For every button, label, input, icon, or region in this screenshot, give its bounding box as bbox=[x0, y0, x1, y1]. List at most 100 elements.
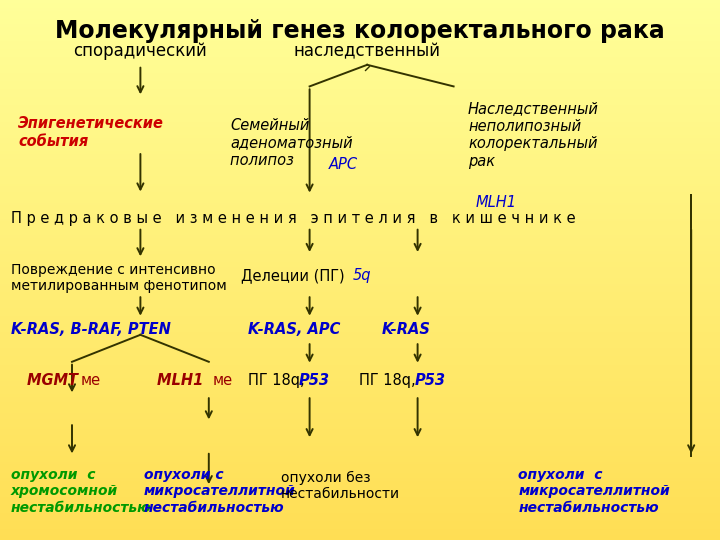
Bar bbox=[0, 248, 720, 251]
Bar bbox=[0, 205, 720, 208]
Bar bbox=[0, 46, 720, 49]
Bar bbox=[0, 146, 720, 148]
Bar bbox=[0, 162, 720, 165]
Bar bbox=[0, 278, 720, 281]
Text: спорадический: спорадический bbox=[73, 42, 207, 60]
Bar bbox=[0, 535, 720, 537]
Bar bbox=[0, 35, 720, 38]
Bar bbox=[0, 508, 720, 510]
Bar bbox=[0, 68, 720, 70]
Text: опухоли без
нестабильности: опухоли без нестабильности bbox=[281, 471, 400, 501]
Bar bbox=[0, 273, 720, 275]
Bar bbox=[0, 338, 720, 340]
Bar bbox=[0, 170, 720, 173]
Bar bbox=[0, 289, 720, 292]
Bar bbox=[0, 275, 720, 278]
Text: Наследственный
неполипозный
колоректальный
рак: Наследственный неполипозный колоректальн… bbox=[468, 102, 599, 168]
Bar bbox=[0, 135, 720, 138]
Bar bbox=[0, 378, 720, 381]
Bar bbox=[0, 143, 720, 146]
Bar bbox=[0, 383, 720, 386]
Bar bbox=[0, 254, 720, 256]
Bar bbox=[0, 526, 720, 529]
Bar bbox=[0, 116, 720, 119]
Bar bbox=[0, 184, 720, 186]
Bar bbox=[0, 240, 720, 243]
Bar bbox=[0, 5, 720, 8]
Bar bbox=[0, 57, 720, 59]
Bar bbox=[0, 94, 720, 97]
Bar bbox=[0, 24, 720, 27]
Bar bbox=[0, 410, 720, 413]
Text: П р е д р а к о в ы е   и з м е н е н и я   э п и т е л и я   в   к и ш е ч н и : П р е д р а к о в ы е и з м е н е н и я … bbox=[11, 211, 575, 226]
Bar bbox=[0, 448, 720, 451]
Bar bbox=[0, 103, 720, 105]
Bar bbox=[0, 165, 720, 167]
Bar bbox=[0, 167, 720, 170]
Bar bbox=[0, 335, 720, 338]
Bar bbox=[0, 194, 720, 197]
Bar bbox=[0, 186, 720, 189]
Bar bbox=[0, 340, 720, 343]
Bar bbox=[0, 297, 720, 300]
Bar bbox=[0, 348, 720, 351]
Bar bbox=[0, 437, 720, 440]
Text: Делеции (ПГ): Делеции (ПГ) bbox=[241, 268, 349, 283]
Bar bbox=[0, 213, 720, 216]
Bar bbox=[0, 392, 720, 394]
Bar bbox=[0, 111, 720, 113]
Bar bbox=[0, 486, 720, 489]
Text: опухоли  с
хромосомной
нестабильностью: опухоли с хромосомной нестабильностью bbox=[11, 468, 151, 515]
Bar bbox=[0, 459, 720, 462]
Bar bbox=[0, 359, 720, 362]
Bar bbox=[0, 157, 720, 159]
Bar bbox=[0, 124, 720, 127]
Bar bbox=[0, 22, 720, 24]
Bar bbox=[0, 497, 720, 500]
Bar bbox=[0, 140, 720, 143]
Bar bbox=[0, 211, 720, 213]
Bar bbox=[0, 470, 720, 472]
Bar bbox=[0, 346, 720, 348]
Bar bbox=[0, 70, 720, 73]
Bar bbox=[0, 27, 720, 30]
Bar bbox=[0, 413, 720, 416]
Bar bbox=[0, 489, 720, 491]
Bar bbox=[0, 3, 720, 5]
Bar bbox=[0, 432, 720, 435]
Bar bbox=[0, 381, 720, 383]
Text: опухоли с
микросателлитной
нестабильностью: опухоли с микросателлитной нестабильност… bbox=[144, 468, 296, 515]
Bar bbox=[0, 354, 720, 356]
Bar bbox=[0, 505, 720, 508]
Bar bbox=[0, 416, 720, 418]
Bar bbox=[0, 11, 720, 14]
Bar bbox=[0, 343, 720, 346]
Bar bbox=[0, 132, 720, 135]
Bar bbox=[0, 537, 720, 540]
Bar bbox=[0, 494, 720, 497]
Bar bbox=[0, 178, 720, 181]
Bar bbox=[0, 524, 720, 526]
Bar bbox=[0, 65, 720, 68]
Bar bbox=[0, 267, 720, 270]
Bar bbox=[0, 418, 720, 421]
Bar bbox=[0, 224, 720, 227]
Bar bbox=[0, 408, 720, 410]
Bar bbox=[0, 92, 720, 94]
Bar bbox=[0, 394, 720, 397]
Bar bbox=[0, 464, 720, 467]
Bar bbox=[0, 62, 720, 65]
Bar bbox=[0, 475, 720, 478]
Text: K-RAS, APC: K-RAS, APC bbox=[248, 322, 341, 337]
Text: Семейный
аденоматозный
полипоз: Семейный аденоматозный полипоз bbox=[230, 118, 353, 168]
Bar bbox=[0, 49, 720, 51]
Bar bbox=[0, 402, 720, 405]
Bar bbox=[0, 246, 720, 248]
Bar bbox=[0, 367, 720, 370]
Bar bbox=[0, 8, 720, 11]
Text: K-RAS, B-RAF, PTEN: K-RAS, B-RAF, PTEN bbox=[11, 322, 171, 337]
Bar bbox=[0, 238, 720, 240]
Bar bbox=[0, 54, 720, 57]
Bar bbox=[0, 148, 720, 151]
Bar bbox=[0, 19, 720, 22]
